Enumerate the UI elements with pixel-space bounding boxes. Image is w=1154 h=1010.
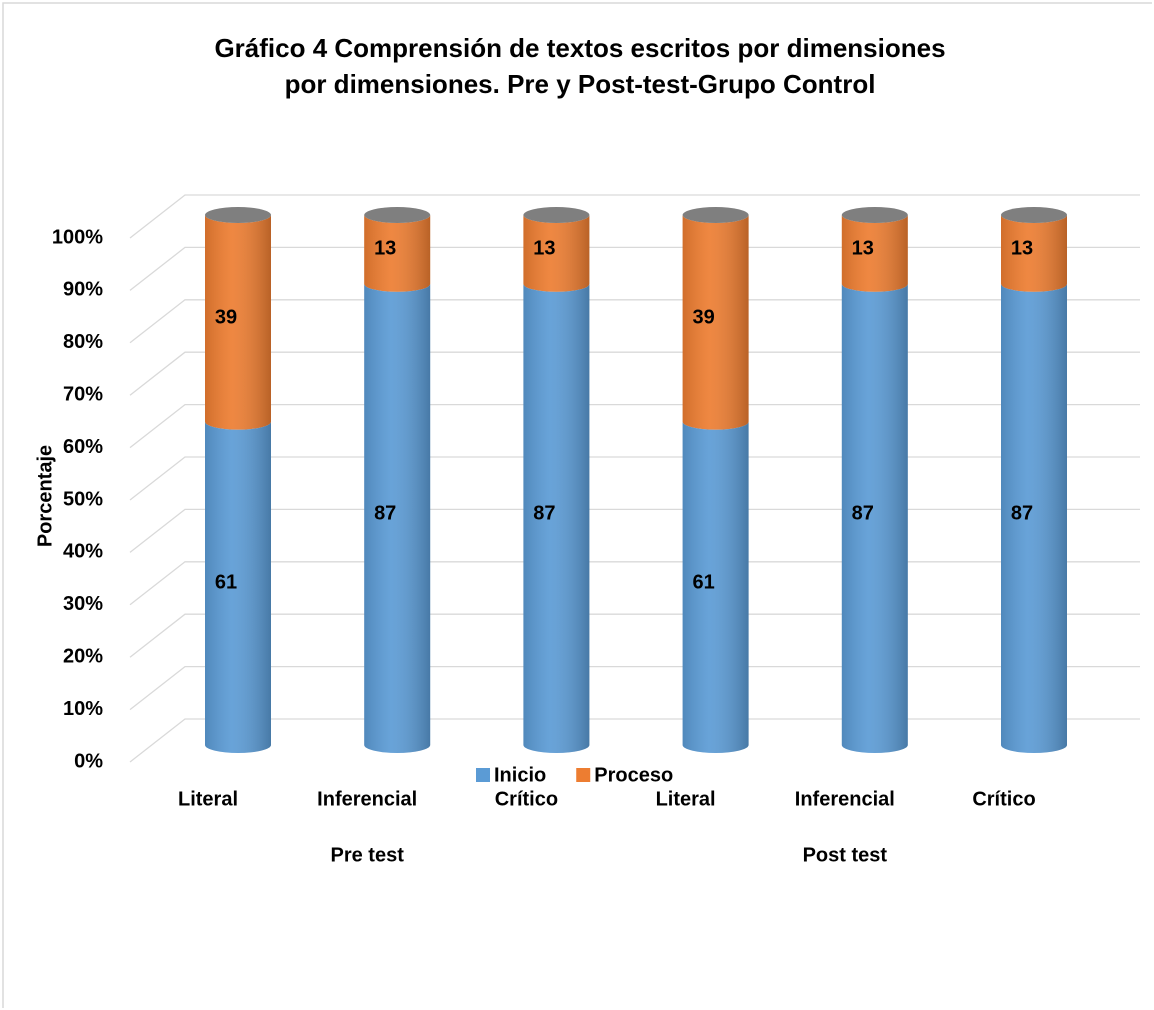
x-tick-label: Crítico [495,788,558,810]
bar-top [523,207,590,223]
bar-shade [364,215,431,292]
y-tick-label: 90% [63,279,103,301]
y-tick-label: 100% [52,226,103,248]
bar-top [364,207,431,223]
grid-line [129,194,1140,239]
y-tick-label: 40% [63,541,103,563]
bar-shade [523,283,590,753]
y-tick-label: 0% [74,750,103,772]
bar-shade [205,421,271,753]
bar-shade [1001,215,1068,292]
y-tick-label: 30% [63,593,103,615]
chart-title: por dimensiones. Pre y Post-test-Grupo C… [285,69,876,99]
grid-line [129,561,1140,606]
y-axis-label: Porcentaje [34,445,56,547]
chart-title: Gráfico 4 Comprensión de textos escritos… [214,33,945,63]
bar-shade [1001,283,1067,753]
x-tick-label: Inferencial [317,788,417,810]
grid-line [129,718,1140,763]
grid-line [129,403,1140,449]
y-tick-label: 80% [63,331,103,353]
grid-line [129,351,1140,396]
data-label: 39 [692,307,714,329]
data-label: 13 [533,238,555,260]
y-tick-label: 50% [63,488,103,510]
grid-line [129,456,1140,501]
y-tick-label: 60% [63,436,103,458]
y-tick-label: 70% [63,383,103,405]
data-label: 61 [215,572,237,594]
group-label: Post test [803,844,888,866]
bar-top [205,207,271,223]
legend-swatch [576,768,591,782]
bar-shade [682,421,749,753]
grid-line [129,246,1140,291]
y-tick-label: 20% [63,645,103,667]
bar-shade [205,215,271,430]
x-tick-label: Crítico [972,788,1035,810]
data-label: 87 [533,503,555,525]
data-label: 87 [1011,503,1033,525]
bar-shade [364,283,431,753]
data-label: 13 [852,238,874,260]
grid-line [129,508,1140,553]
data-label: 61 [692,572,714,594]
grid-line [129,665,1140,711]
data-label: 39 [215,307,237,329]
legend-swatch [476,768,490,782]
bar-top [1001,207,1067,223]
bar-top [682,207,749,223]
data-label: 87 [374,503,396,525]
grid-line [129,613,1140,658]
legend-label: Inicio [494,764,546,786]
bar-shade [682,215,749,430]
bar-shade [841,283,908,753]
bar-shade [841,215,908,292]
data-label: 13 [374,238,396,260]
legend-label: Proceso [594,764,673,786]
x-tick-label: Literal [656,788,716,810]
group-label: Pre test [331,844,405,866]
bar-top [841,207,908,223]
x-tick-label: Inferencial [795,788,895,810]
y-tick-label: 10% [63,698,103,720]
grid-line [129,299,1140,344]
data-label: 87 [852,503,874,525]
x-tick-label: Literal [178,788,238,810]
bar-shade [523,215,590,292]
data-label: 13 [1011,238,1033,260]
